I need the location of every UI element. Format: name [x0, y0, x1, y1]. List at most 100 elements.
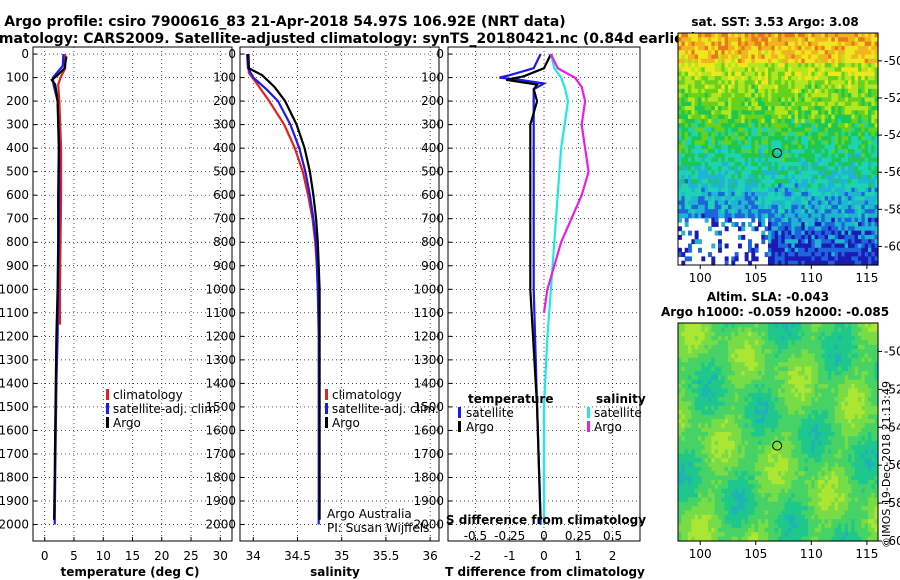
map-cell	[804, 166, 809, 172]
map-cell	[764, 67, 769, 73]
map-cell	[714, 93, 719, 99]
map-cell	[848, 54, 852, 60]
map-cell	[771, 256, 776, 262]
map-cell	[711, 327, 716, 333]
legend-tlabel-1: Argo	[466, 420, 494, 434]
map-cell	[808, 213, 812, 219]
map-cell	[838, 50, 842, 56]
map-cell	[698, 84, 702, 90]
map-cell	[788, 222, 792, 227]
map-cell	[758, 217, 762, 223]
map-cell	[794, 123, 799, 129]
map-cell	[818, 388, 822, 394]
map-cell	[831, 414, 836, 420]
map-cell	[728, 187, 732, 193]
map-cell	[868, 166, 872, 172]
map-cell	[828, 97, 832, 103]
map-cell	[711, 127, 716, 133]
map-cell	[861, 140, 866, 146]
map-cell	[838, 375, 842, 381]
map-cell	[851, 344, 856, 350]
map-cell	[694, 63, 699, 68]
map-cell	[791, 375, 796, 381]
map-cell	[718, 101, 722, 107]
map-cell	[711, 397, 716, 403]
map-cell	[821, 179, 826, 184]
map-cell	[751, 196, 756, 202]
map-cell	[751, 204, 756, 210]
map-cell	[758, 196, 762, 202]
map-cell	[741, 149, 746, 154]
map-cell	[834, 370, 839, 376]
map-cell	[861, 144, 866, 150]
map-cell	[728, 370, 732, 376]
map-cell	[754, 388, 759, 394]
map-cell	[731, 166, 736, 172]
map-cell	[828, 260, 832, 266]
map-cell	[844, 344, 849, 350]
map-cell	[804, 149, 809, 154]
map-cell	[804, 131, 809, 137]
map-cell	[794, 260, 799, 266]
map-cell	[714, 362, 719, 368]
map-cell	[788, 196, 792, 202]
map-cell	[688, 344, 692, 350]
map-cell	[844, 392, 849, 398]
map-cell	[848, 37, 852, 43]
map-cell	[861, 392, 866, 398]
map-cell	[751, 340, 756, 346]
map-cell	[728, 427, 732, 433]
map-cell	[854, 397, 859, 403]
map-cell	[821, 97, 826, 103]
map-cell	[681, 397, 686, 403]
map-cell	[838, 405, 842, 411]
map-cell	[794, 179, 799, 184]
map-cell	[724, 362, 729, 368]
map-cell	[828, 106, 832, 111]
map-cell	[704, 123, 709, 129]
map-cell	[788, 144, 792, 150]
map-cell	[811, 379, 816, 385]
map-cell	[821, 183, 826, 189]
map-cell	[751, 174, 756, 180]
map-cell	[824, 37, 829, 43]
map-cell	[838, 93, 842, 99]
map-cell	[844, 45, 849, 51]
map-cell	[691, 414, 696, 420]
map-cell	[754, 256, 759, 262]
map-cell	[851, 67, 856, 73]
map-cell	[771, 418, 776, 424]
map-cell	[751, 384, 756, 389]
map-cell	[748, 37, 752, 43]
map-cell	[748, 84, 752, 90]
map-cell	[821, 144, 826, 150]
map-cell	[848, 45, 852, 51]
map-cell	[781, 323, 786, 328]
map-cell	[734, 37, 739, 43]
map-cell	[871, 118, 876, 124]
map-cell	[678, 144, 682, 150]
map-cell	[828, 323, 832, 328]
map-cell	[721, 344, 726, 350]
map-cell	[791, 183, 796, 189]
map-cell	[848, 423, 852, 429]
map-cell	[684, 331, 689, 337]
map-cell	[771, 110, 776, 116]
map-cell	[851, 131, 856, 137]
map-cell	[814, 170, 819, 176]
series-line-argo	[50, 56, 68, 520]
map-cell	[824, 58, 829, 64]
map-cell	[758, 54, 762, 60]
map-cell	[684, 222, 689, 227]
map-cell	[808, 432, 812, 437]
map-cell	[721, 323, 726, 328]
map-cell	[838, 37, 842, 43]
map-cell	[781, 230, 786, 236]
map-cell	[831, 88, 836, 94]
map-cell	[708, 67, 712, 73]
map-cell	[728, 157, 732, 163]
map-cell	[774, 353, 779, 359]
map-cell	[741, 166, 746, 172]
map-cell	[834, 118, 839, 124]
map-cell	[814, 336, 819, 342]
